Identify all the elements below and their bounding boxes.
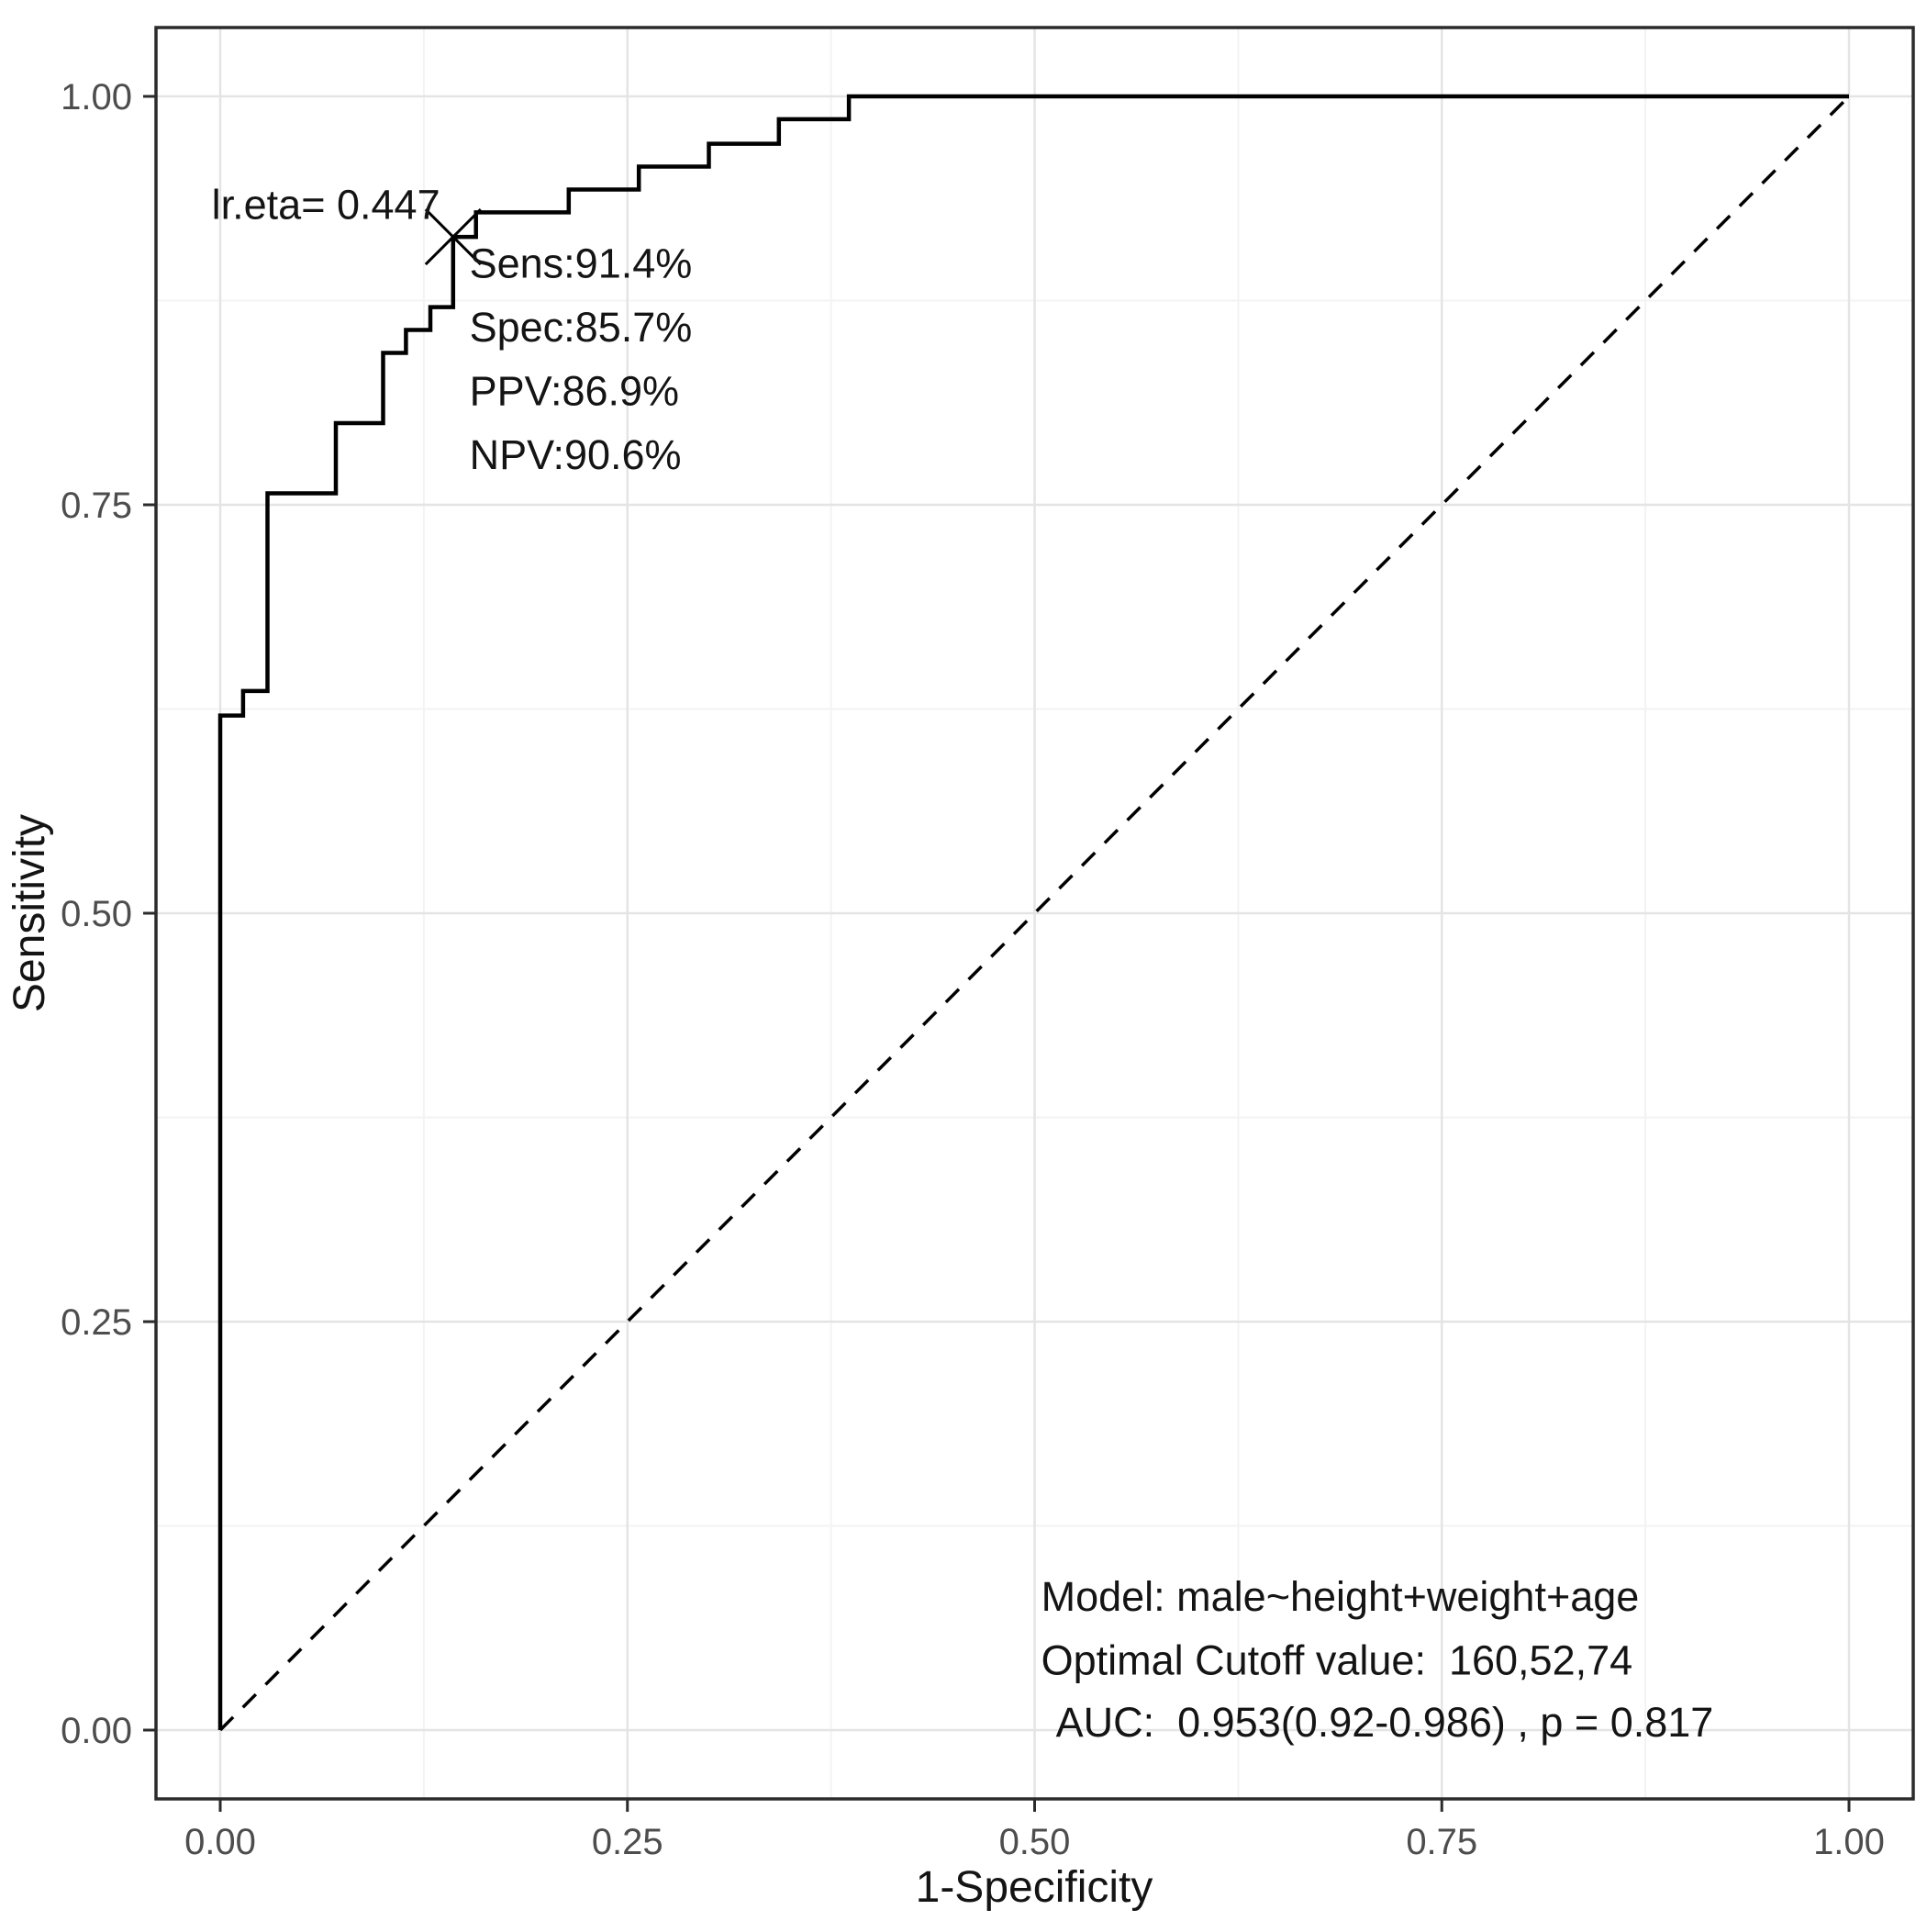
x-axis-tick-label: 0.50 xyxy=(999,1822,1071,1862)
y-axis-tick-label: 0.50 xyxy=(61,894,132,934)
y-axis-tick-label: 1.00 xyxy=(61,77,132,117)
y-axis-tick-label: 0.25 xyxy=(61,1302,132,1343)
x-axis-tick-label: 0.75 xyxy=(1406,1822,1477,1862)
metric-sensitivity: Sens:91.4% xyxy=(470,240,693,287)
metric-ppv: PPV:86.9% xyxy=(470,367,679,414)
cutoff-threshold-label: lr.eta= 0.447 xyxy=(212,182,440,229)
auc-value: AUC: 0.953(0.92-0.986) , p = 0.817 xyxy=(1056,1699,1714,1746)
y-axis-tick-label: 0.00 xyxy=(61,1711,132,1751)
optimal-cutoff-value: Optimal Cutoff value: 160,52,74 xyxy=(1041,1637,1633,1684)
optimal-cutoff-marker xyxy=(424,208,482,266)
metric-npv: NPV:90.6% xyxy=(470,431,682,478)
roc-curve-line xyxy=(217,94,1849,1730)
y-axis-title: Sensitivity xyxy=(6,814,54,1012)
x-axis-title: 1-Specificity xyxy=(916,1863,1153,1912)
chart-layers: lr.eta= 0.447 Sens:91.4% Spec:85.7% PPV:86.… xyxy=(61,26,1915,1862)
x-axis-tick-label: 0.00 xyxy=(184,1822,256,1862)
x-axis-tick-label: 1.00 xyxy=(1813,1822,1885,1862)
y-axis-tick-label: 0.75 xyxy=(61,486,132,526)
x-axis-tick-label: 0.25 xyxy=(592,1822,663,1862)
metric-specificity: Spec:85.7% xyxy=(470,304,693,351)
model-formula: Model: male~height+weight+age xyxy=(1041,1573,1640,1620)
